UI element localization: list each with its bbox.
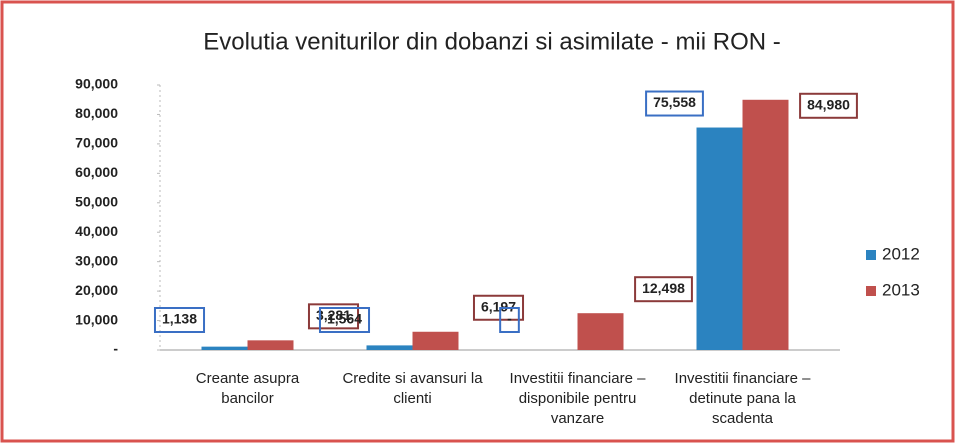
x-tick-label: Credite si avansuri la clienti [342, 370, 483, 407]
value-label-box [153, 307, 206, 333]
y-tick-label: 20,000 [75, 282, 118, 298]
y-tick-label: 80,000 [75, 105, 118, 121]
legend-label: 2012 [882, 244, 920, 263]
value-label: 75,558 [653, 94, 696, 110]
value-label: 1,564 [327, 311, 362, 327]
x-tick-label: Creante asupra bancilor [195, 370, 300, 407]
value-label: 12,498 [642, 280, 685, 296]
bar [577, 313, 624, 350]
y-tick-label: 70,000 [75, 135, 118, 151]
y-tick-label: 10,000 [75, 311, 118, 327]
bar [696, 127, 743, 350]
x-tick-label: Investitii financiare – disponibile pent… [509, 370, 646, 427]
value-label: 6,197 [481, 298, 516, 314]
value-label-box [645, 90, 704, 117]
bar [247, 340, 294, 350]
legend-swatch [866, 286, 876, 296]
value-label-box [799, 92, 858, 119]
value-label-box [307, 303, 360, 330]
bar [742, 99, 789, 350]
bar [412, 331, 459, 350]
bar [201, 346, 248, 350]
value-label: - [507, 311, 512, 327]
y-tick-label: 30,000 [75, 252, 118, 268]
y-tick-label: 40,000 [75, 223, 118, 239]
value-label-box [634, 276, 693, 303]
value-label: 1,138 [162, 311, 197, 327]
value-label: 3,281 [316, 307, 351, 323]
x-tick-label: Investitii financiare – detinute pana la… [674, 370, 811, 427]
chart-title: Evolutia veniturilor din dobanzi si asim… [203, 28, 781, 55]
y-tick-label: 90,000 [75, 76, 118, 92]
y-tick-label: 60,000 [75, 164, 118, 180]
bar [366, 345, 413, 350]
value-label-box [472, 294, 525, 321]
y-tick-label: - [113, 341, 118, 357]
value-label-box [318, 307, 371, 333]
legend-swatch [866, 250, 876, 260]
legend-label: 2013 [882, 280, 920, 299]
value-label-box [499, 307, 520, 333]
y-tick-label: 50,000 [75, 193, 118, 209]
value-label: 84,980 [807, 96, 850, 112]
